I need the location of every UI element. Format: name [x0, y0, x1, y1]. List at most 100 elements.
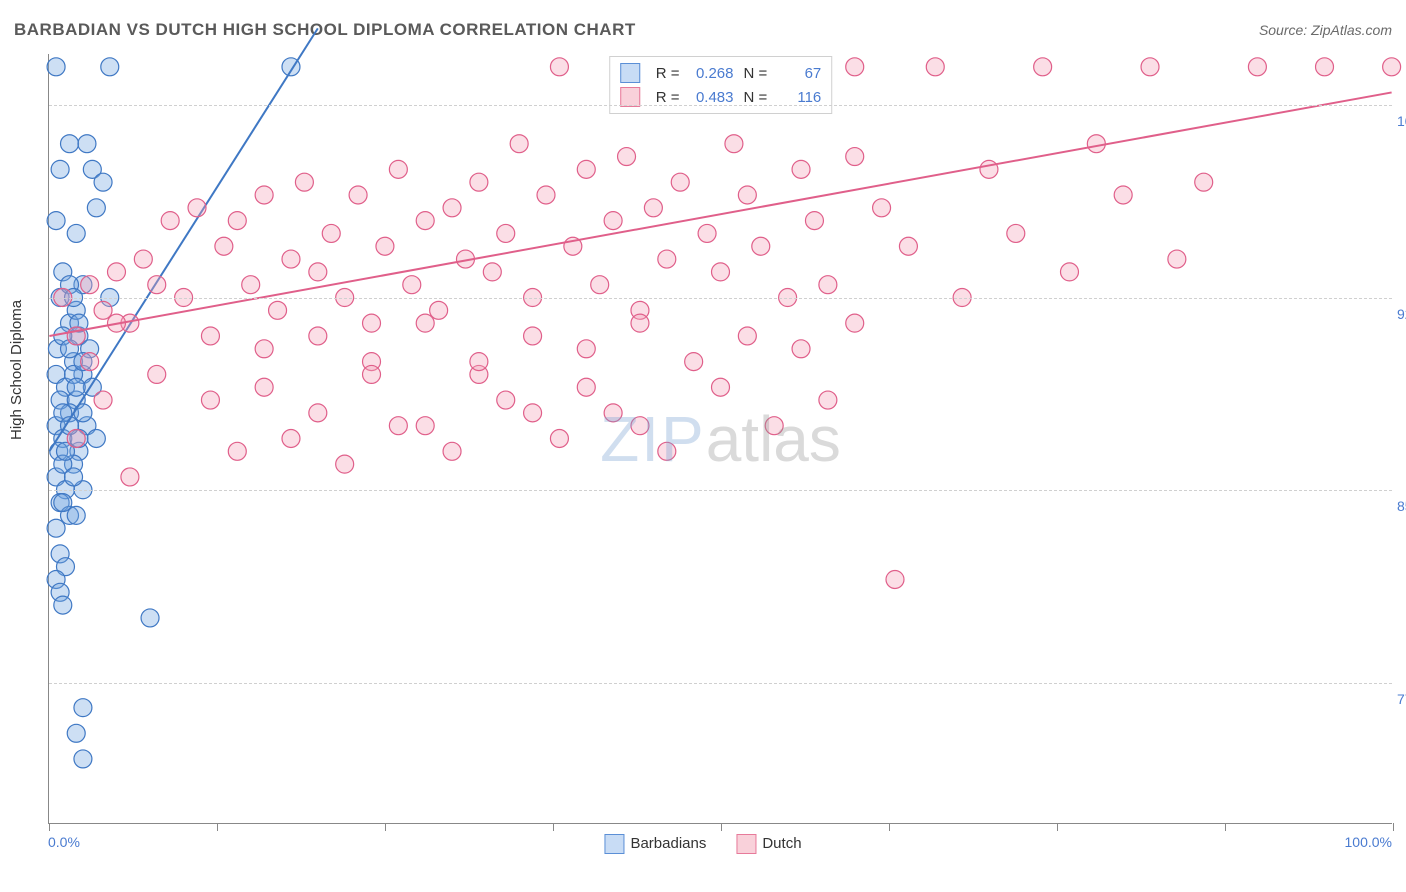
data-point: [363, 365, 381, 383]
data-point: [74, 699, 92, 717]
legend-item: Dutch: [736, 834, 801, 854]
data-point: [309, 327, 327, 345]
data-point: [121, 468, 139, 486]
data-point: [201, 391, 219, 409]
data-point: [765, 417, 783, 435]
data-point: [846, 58, 864, 76]
data-point: [336, 455, 354, 473]
data-point: [725, 135, 743, 153]
legend-swatch: [736, 834, 756, 854]
stat-r-label: R =: [656, 65, 680, 82]
data-point: [107, 263, 125, 281]
data-point: [67, 506, 85, 524]
x-tick: [1057, 823, 1058, 831]
data-point: [47, 519, 65, 537]
y-tick-label: 100.0%: [1397, 113, 1406, 129]
y-axis-label: High School Diploma: [8, 300, 25, 440]
data-point: [1168, 250, 1186, 268]
data-point: [980, 160, 998, 178]
data-point: [101, 58, 119, 76]
data-point: [712, 263, 730, 281]
data-point: [255, 378, 273, 396]
legend-item: Barbadians: [604, 834, 706, 854]
data-point: [497, 224, 515, 242]
data-point: [792, 340, 810, 358]
data-point: [752, 237, 770, 255]
stat-n-label: N =: [744, 89, 768, 106]
data-point: [671, 173, 689, 191]
data-point: [497, 391, 515, 409]
data-point: [1034, 58, 1052, 76]
y-tick-label: 92.5%: [1397, 306, 1406, 322]
data-point: [792, 160, 810, 178]
data-point: [618, 148, 636, 166]
data-point: [87, 430, 105, 448]
x-tick: [385, 823, 386, 831]
data-point: [524, 404, 542, 422]
data-point: [510, 135, 528, 153]
data-point: [295, 173, 313, 191]
data-point: [255, 340, 273, 358]
data-point: [255, 186, 273, 204]
data-point: [349, 186, 367, 204]
data-point: [242, 276, 260, 294]
data-point: [1141, 58, 1159, 76]
data-point: [1007, 224, 1025, 242]
data-point: [403, 276, 421, 294]
trend-line: [49, 28, 317, 451]
data-point: [846, 314, 864, 332]
data-point: [228, 442, 246, 460]
data-point: [134, 250, 152, 268]
data-point: [228, 212, 246, 230]
legend-swatch: [620, 63, 640, 83]
data-point: [67, 724, 85, 742]
data-point: [51, 160, 69, 178]
stat-r-value: 0.268: [690, 65, 734, 82]
data-point: [389, 160, 407, 178]
data-point: [376, 237, 394, 255]
data-point: [1316, 58, 1334, 76]
data-point: [141, 609, 159, 627]
data-point: [819, 391, 837, 409]
data-point: [483, 263, 501, 281]
data-point: [819, 276, 837, 294]
data-point: [87, 199, 105, 217]
data-point: [363, 314, 381, 332]
data-point: [644, 199, 662, 217]
data-point: [54, 494, 72, 512]
x-tick: [1393, 823, 1394, 831]
data-point: [470, 173, 488, 191]
data-point: [886, 570, 904, 588]
chart-container: BARBADIAN VS DUTCH HIGH SCHOOL DIPLOMA C…: [0, 0, 1406, 892]
data-point: [658, 442, 676, 460]
gridline: [49, 490, 1392, 491]
data-point: [148, 276, 166, 294]
data-point: [591, 276, 609, 294]
stat-r-label: R =: [656, 89, 680, 106]
x-tick: [217, 823, 218, 831]
data-point: [188, 199, 206, 217]
plot-area: R =0.268N =67R =0.483N =116 ZIPatlas 77.…: [48, 54, 1392, 824]
x-tick: [553, 823, 554, 831]
data-point: [604, 212, 622, 230]
stats-row: R =0.268N =67: [620, 61, 822, 85]
data-point: [309, 404, 327, 422]
data-point: [67, 430, 85, 448]
data-point: [67, 224, 85, 242]
data-point: [873, 199, 891, 217]
gridline: [49, 105, 1392, 106]
data-point: [61, 135, 79, 153]
data-point: [698, 224, 716, 242]
data-point: [430, 301, 448, 319]
data-point: [550, 430, 568, 448]
data-point: [685, 353, 703, 371]
x-axis-max-label: 100.0%: [1345, 834, 1392, 850]
bottom-legend: Barbadians Dutch: [604, 834, 801, 854]
legend-swatch: [604, 834, 624, 854]
y-tick-label: 85.0%: [1397, 498, 1406, 514]
data-point: [94, 391, 112, 409]
chart-title: BARBADIAN VS DUTCH HIGH SCHOOL DIPLOMA C…: [14, 20, 636, 40]
data-point: [658, 250, 676, 268]
data-point: [926, 58, 944, 76]
stat-n-value: 116: [777, 89, 821, 106]
